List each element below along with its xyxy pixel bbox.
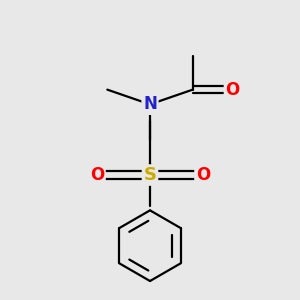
Text: O: O: [225, 81, 240, 99]
Text: S: S: [143, 166, 157, 184]
Text: O: O: [196, 166, 210, 184]
Text: N: N: [143, 95, 157, 113]
Text: O: O: [90, 166, 104, 184]
